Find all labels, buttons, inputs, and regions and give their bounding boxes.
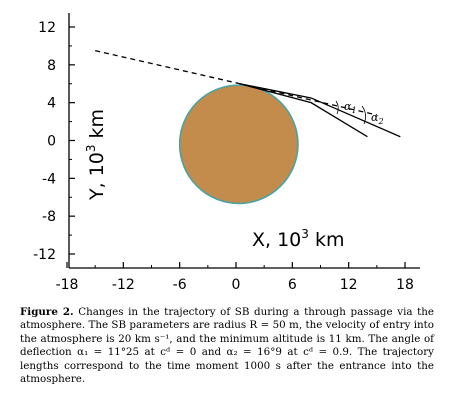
y-tick-label: 8: [47, 58, 56, 74]
caption-text: Changes in the trajectory of SB during a…: [20, 306, 434, 386]
y-tick-label: -4: [42, 171, 56, 187]
deflection-angles: α1 α2: [335, 100, 384, 126]
x-tick-label: -6: [173, 277, 187, 293]
figure-caption: Figure 2. Changes in the trajectory of S…: [20, 306, 434, 386]
x-tick-label: 12: [340, 277, 358, 293]
x-tick-label: -18: [56, 277, 79, 293]
y-tick-label: 12: [38, 20, 56, 36]
deflected-trajectory-1: [239, 83, 368, 138]
y-tick-label: 0: [47, 134, 56, 150]
deflected-trajectory-2: [239, 83, 401, 138]
caption-label: Figure 2.: [20, 306, 74, 318]
y-tick-label: -8: [42, 209, 56, 225]
y-tick-label: -12: [33, 247, 56, 263]
y-tick-label: 4: [47, 96, 56, 112]
trajectory-lines: [95, 50, 401, 138]
alpha1-arc: [335, 100, 339, 115]
x-tick-label: 18: [396, 277, 414, 293]
alpha2-arc: [361, 105, 366, 125]
alpha1-label: α1: [344, 100, 357, 115]
straight-path-dashed-line: [95, 50, 377, 116]
planet-disc: [178, 84, 299, 205]
x-axis-title: X, 103 km: [252, 227, 344, 251]
y-axis-title: Y, 103 km: [84, 109, 108, 201]
x-tick-label: -12: [112, 277, 135, 293]
alpha2-label: α2: [371, 111, 384, 126]
x-tick-label: 6: [288, 277, 297, 293]
x-tick-label: 0: [232, 277, 241, 293]
